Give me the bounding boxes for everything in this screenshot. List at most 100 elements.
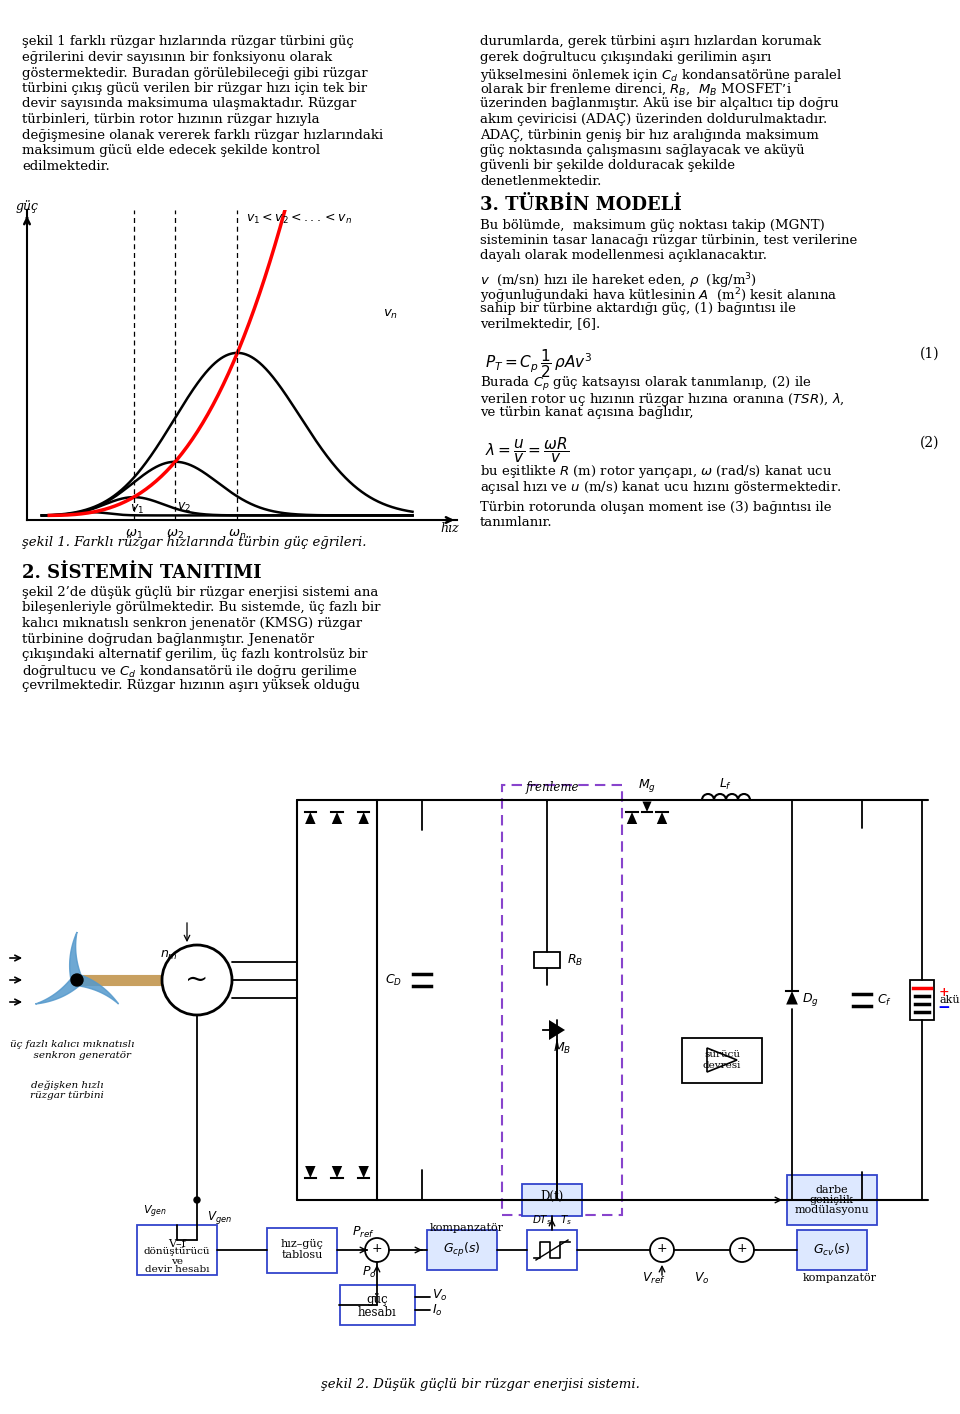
Text: ADAÇ, türbinin geniş bir hız aralığında maksimum: ADAÇ, türbinin geniş bir hız aralığında …: [480, 129, 819, 141]
Text: ~: ~: [185, 967, 208, 994]
Text: göstermektedir. Buradan görülebileceği gibi rüzgar: göstermektedir. Buradan görülebileceği g…: [22, 66, 368, 79]
Text: sahip bir türbine aktardığı güç, (1) bağıntısı ile: sahip bir türbine aktardığı güç, (1) bağ…: [480, 303, 796, 315]
Polygon shape: [627, 812, 637, 824]
FancyBboxPatch shape: [267, 1227, 337, 1273]
Text: D(t): D(t): [540, 1189, 564, 1202]
Circle shape: [71, 974, 83, 986]
Text: ve: ve: [171, 1257, 183, 1266]
Text: (2): (2): [920, 436, 940, 450]
Text: $G_{cv}(s)$: $G_{cv}(s)$: [813, 1241, 851, 1258]
Text: güç: güç: [366, 1294, 388, 1307]
Text: güç noktasında çalışmasını sağlayacak ve aküyü: güç noktasında çalışmasını sağlayacak ve…: [480, 144, 804, 157]
Text: $\omega_1$: $\omega_1$: [125, 527, 143, 542]
Text: devir sayısında maksimuma ulaşmaktadır. Rüzgar: devir sayısında maksimuma ulaşmaktadır. …: [22, 98, 356, 110]
Polygon shape: [642, 802, 652, 812]
Polygon shape: [657, 812, 667, 824]
Text: akü: akü: [940, 995, 960, 1005]
Text: türbini çıkış gücü verilen bir rüzgar hızı için tek bir: türbini çıkış gücü verilen bir rüzgar hı…: [22, 82, 367, 95]
Text: (1): (1): [920, 346, 940, 361]
Text: $T_s$: $T_s$: [560, 1213, 572, 1227]
Text: şekil 2’de düşük güçlü bir rüzgar enerjisi sistemi ana: şekil 2’de düşük güçlü bir rüzgar enerji…: [22, 585, 378, 600]
Bar: [910, 980, 934, 1019]
Text: devir hesabı: devir hesabı: [145, 1264, 209, 1274]
Text: doğrultucu ve $C_d$ kondansatörü ile doğru gerilime: doğrultucu ve $C_d$ kondansatörü ile doğ…: [22, 663, 357, 680]
Polygon shape: [70, 932, 83, 980]
Text: şekil 2. Düşük güçlü bir rüzgar enerjisi sistemi.: şekil 2. Düşük güçlü bir rüzgar enerjisi…: [321, 1379, 639, 1391]
Circle shape: [194, 1198, 200, 1203]
Text: gerek doğrultucu çıkışındaki gerilimin aşırı: gerek doğrultucu çıkışındaki gerilimin a…: [480, 51, 771, 64]
Text: hız: hız: [441, 522, 459, 536]
Text: $G_{cp}(s)$: $G_{cp}(s)$: [444, 1241, 481, 1258]
Text: tanımlanır.: tanımlanır.: [480, 516, 553, 529]
Text: çıkışındaki alternatif gerilim, üç fazlı kontrolsüz bir: çıkışındaki alternatif gerilim, üç fazlı…: [22, 648, 368, 660]
FancyBboxPatch shape: [137, 1225, 217, 1275]
Text: denetlenmektedir.: denetlenmektedir.: [480, 175, 601, 188]
Text: sisteminin tasar lanacağı rüzgar türbinin, test verilerine: sisteminin tasar lanacağı rüzgar türbini…: [480, 233, 857, 247]
Text: $v_1$: $v_1$: [131, 503, 144, 516]
Text: +: +: [939, 986, 949, 998]
Text: güç: güç: [16, 199, 38, 214]
Text: $L_f$: $L_f$: [719, 776, 732, 792]
FancyBboxPatch shape: [527, 1230, 577, 1270]
Polygon shape: [74, 974, 119, 1004]
Text: $M_B$: $M_B$: [553, 1041, 571, 1055]
Polygon shape: [332, 1167, 342, 1178]
Bar: [534, 952, 560, 969]
FancyBboxPatch shape: [522, 1184, 582, 1216]
Text: $P_{ref}$: $P_{ref}$: [352, 1225, 374, 1240]
Text: Bu bölümde,  maksimum güç noktası takip (MGNT): Bu bölümde, maksimum güç noktası takip (…: [480, 219, 825, 232]
Polygon shape: [305, 1167, 316, 1178]
Text: ve türbin kanat açısına bağlıdır,: ve türbin kanat açısına bağlıdır,: [480, 406, 693, 419]
Text: Burada $C_p$ güç katsayısı olarak tanımlanıp, (2) ile: Burada $C_p$ güç katsayısı olarak tanıml…: [480, 375, 812, 393]
Text: hesabı: hesabı: [358, 1305, 396, 1318]
FancyBboxPatch shape: [427, 1230, 497, 1270]
Text: $V_o$: $V_o$: [432, 1288, 447, 1302]
FancyBboxPatch shape: [797, 1230, 867, 1270]
Text: açısal hızı ve $u$ (m/s) kanat ucu hızını göstermektedir.: açısal hızı ve $u$ (m/s) kanat ucu hızın…: [480, 479, 841, 496]
Text: darbe: darbe: [816, 1185, 849, 1195]
Polygon shape: [549, 1019, 565, 1041]
Polygon shape: [36, 974, 80, 1004]
Text: şekil 1. Farklı rüzgar hızlarında türbin güç eğrileri.: şekil 1. Farklı rüzgar hızlarında türbin…: [22, 536, 367, 549]
Text: $V_o$: $V_o$: [694, 1270, 709, 1285]
Text: dayalı olarak modellenmesi açıklanacaktır.: dayalı olarak modellenmesi açıklanacaktı…: [480, 249, 767, 263]
Text: 3. TÜRBİN MODELİ: 3. TÜRBİN MODELİ: [480, 197, 682, 215]
Text: türbinine doğrudan bağlanmıştır. Jenenatör: türbinine doğrudan bağlanmıştır. Jenenat…: [22, 632, 314, 646]
Text: yoğunluğundaki hava kütlesinin $A$  (m$^2$) kesit alanına: yoğunluğundaki hava kütlesinin $A$ (m$^2…: [480, 287, 837, 305]
Text: $P_o$: $P_o$: [362, 1264, 376, 1280]
FancyBboxPatch shape: [682, 1038, 762, 1083]
Text: değişmesine olanak vererek farklı rüzgar hızlarındaki: değişmesine olanak vererek farklı rüzgar…: [22, 129, 383, 141]
Text: eğrilerini devir sayısının bir fonksiyonu olarak: eğrilerini devir sayısının bir fonksiyon…: [22, 51, 332, 64]
Text: $v_n$: $v_n$: [383, 308, 398, 321]
Text: $P_T = C_p\,\dfrac{1}{2}\,\rho A v^3$: $P_T = C_p\,\dfrac{1}{2}\,\rho A v^3$: [485, 346, 592, 380]
Text: bileşenleriyle görülmektedir. Bu sistemde, üç fazlı bir: bileşenleriyle görülmektedir. Bu sistemd…: [22, 601, 380, 615]
Polygon shape: [305, 812, 316, 824]
Text: $C_D$: $C_D$: [386, 973, 402, 987]
Text: −: −: [938, 1001, 950, 1015]
Text: $\omega_2$: $\omega_2$: [166, 527, 184, 542]
Text: $V_{ref}$: $V_{ref}$: [642, 1270, 666, 1285]
Text: maksimum gücü elde edecek şekilde kontrol: maksimum gücü elde edecek şekilde kontro…: [22, 144, 320, 157]
Text: türbinleri, türbin rotor hızının rüzgar hızıyla: türbinleri, türbin rotor hızının rüzgar …: [22, 113, 320, 126]
Text: +: +: [736, 1243, 747, 1256]
Polygon shape: [358, 1167, 369, 1178]
Text: $\lambda = \dfrac{u}{v} = \dfrac{\omega R}{v}$: $\lambda = \dfrac{u}{v} = \dfrac{\omega …: [485, 436, 569, 465]
Text: V–f: V–f: [168, 1239, 186, 1249]
FancyBboxPatch shape: [340, 1285, 415, 1325]
Polygon shape: [332, 812, 342, 824]
Text: genişlik: genişlik: [810, 1195, 854, 1205]
Text: $v_1 < v_2 < ... < v_n$: $v_1 < v_2 < ... < v_n$: [246, 212, 352, 226]
Text: verilmektedir, [6].: verilmektedir, [6].: [480, 318, 600, 331]
Text: kalıcı mıknatıslı senkron jenenatör (KMSG) rüzgar: kalıcı mıknatıslı senkron jenenatör (KMS…: [22, 617, 362, 631]
Text: çevrilmektedir. Rüzgar hızının aşırı yüksek olduğu: çevrilmektedir. Rüzgar hızının aşırı yük…: [22, 679, 360, 691]
Text: $C_f$: $C_f$: [876, 993, 892, 1008]
Text: $V_{gen}$: $V_{gen}$: [207, 1209, 232, 1226]
Polygon shape: [786, 991, 798, 1004]
Text: +: +: [372, 1243, 382, 1256]
Text: bu eşitlikte $R$ (m) rotor yarıçapı, $\omega$ (rad/s) kanat ucu: bu eşitlikte $R$ (m) rotor yarıçapı, $\o…: [480, 464, 832, 481]
Text: $M_g$: $M_g$: [638, 778, 656, 795]
Text: hız–güç: hız–güç: [280, 1239, 324, 1249]
Text: kompanzatör: kompanzatör: [430, 1223, 504, 1233]
Text: sürücü
devresi: sürücü devresi: [703, 1051, 741, 1070]
Text: $I_o$: $I_o$: [432, 1302, 443, 1318]
